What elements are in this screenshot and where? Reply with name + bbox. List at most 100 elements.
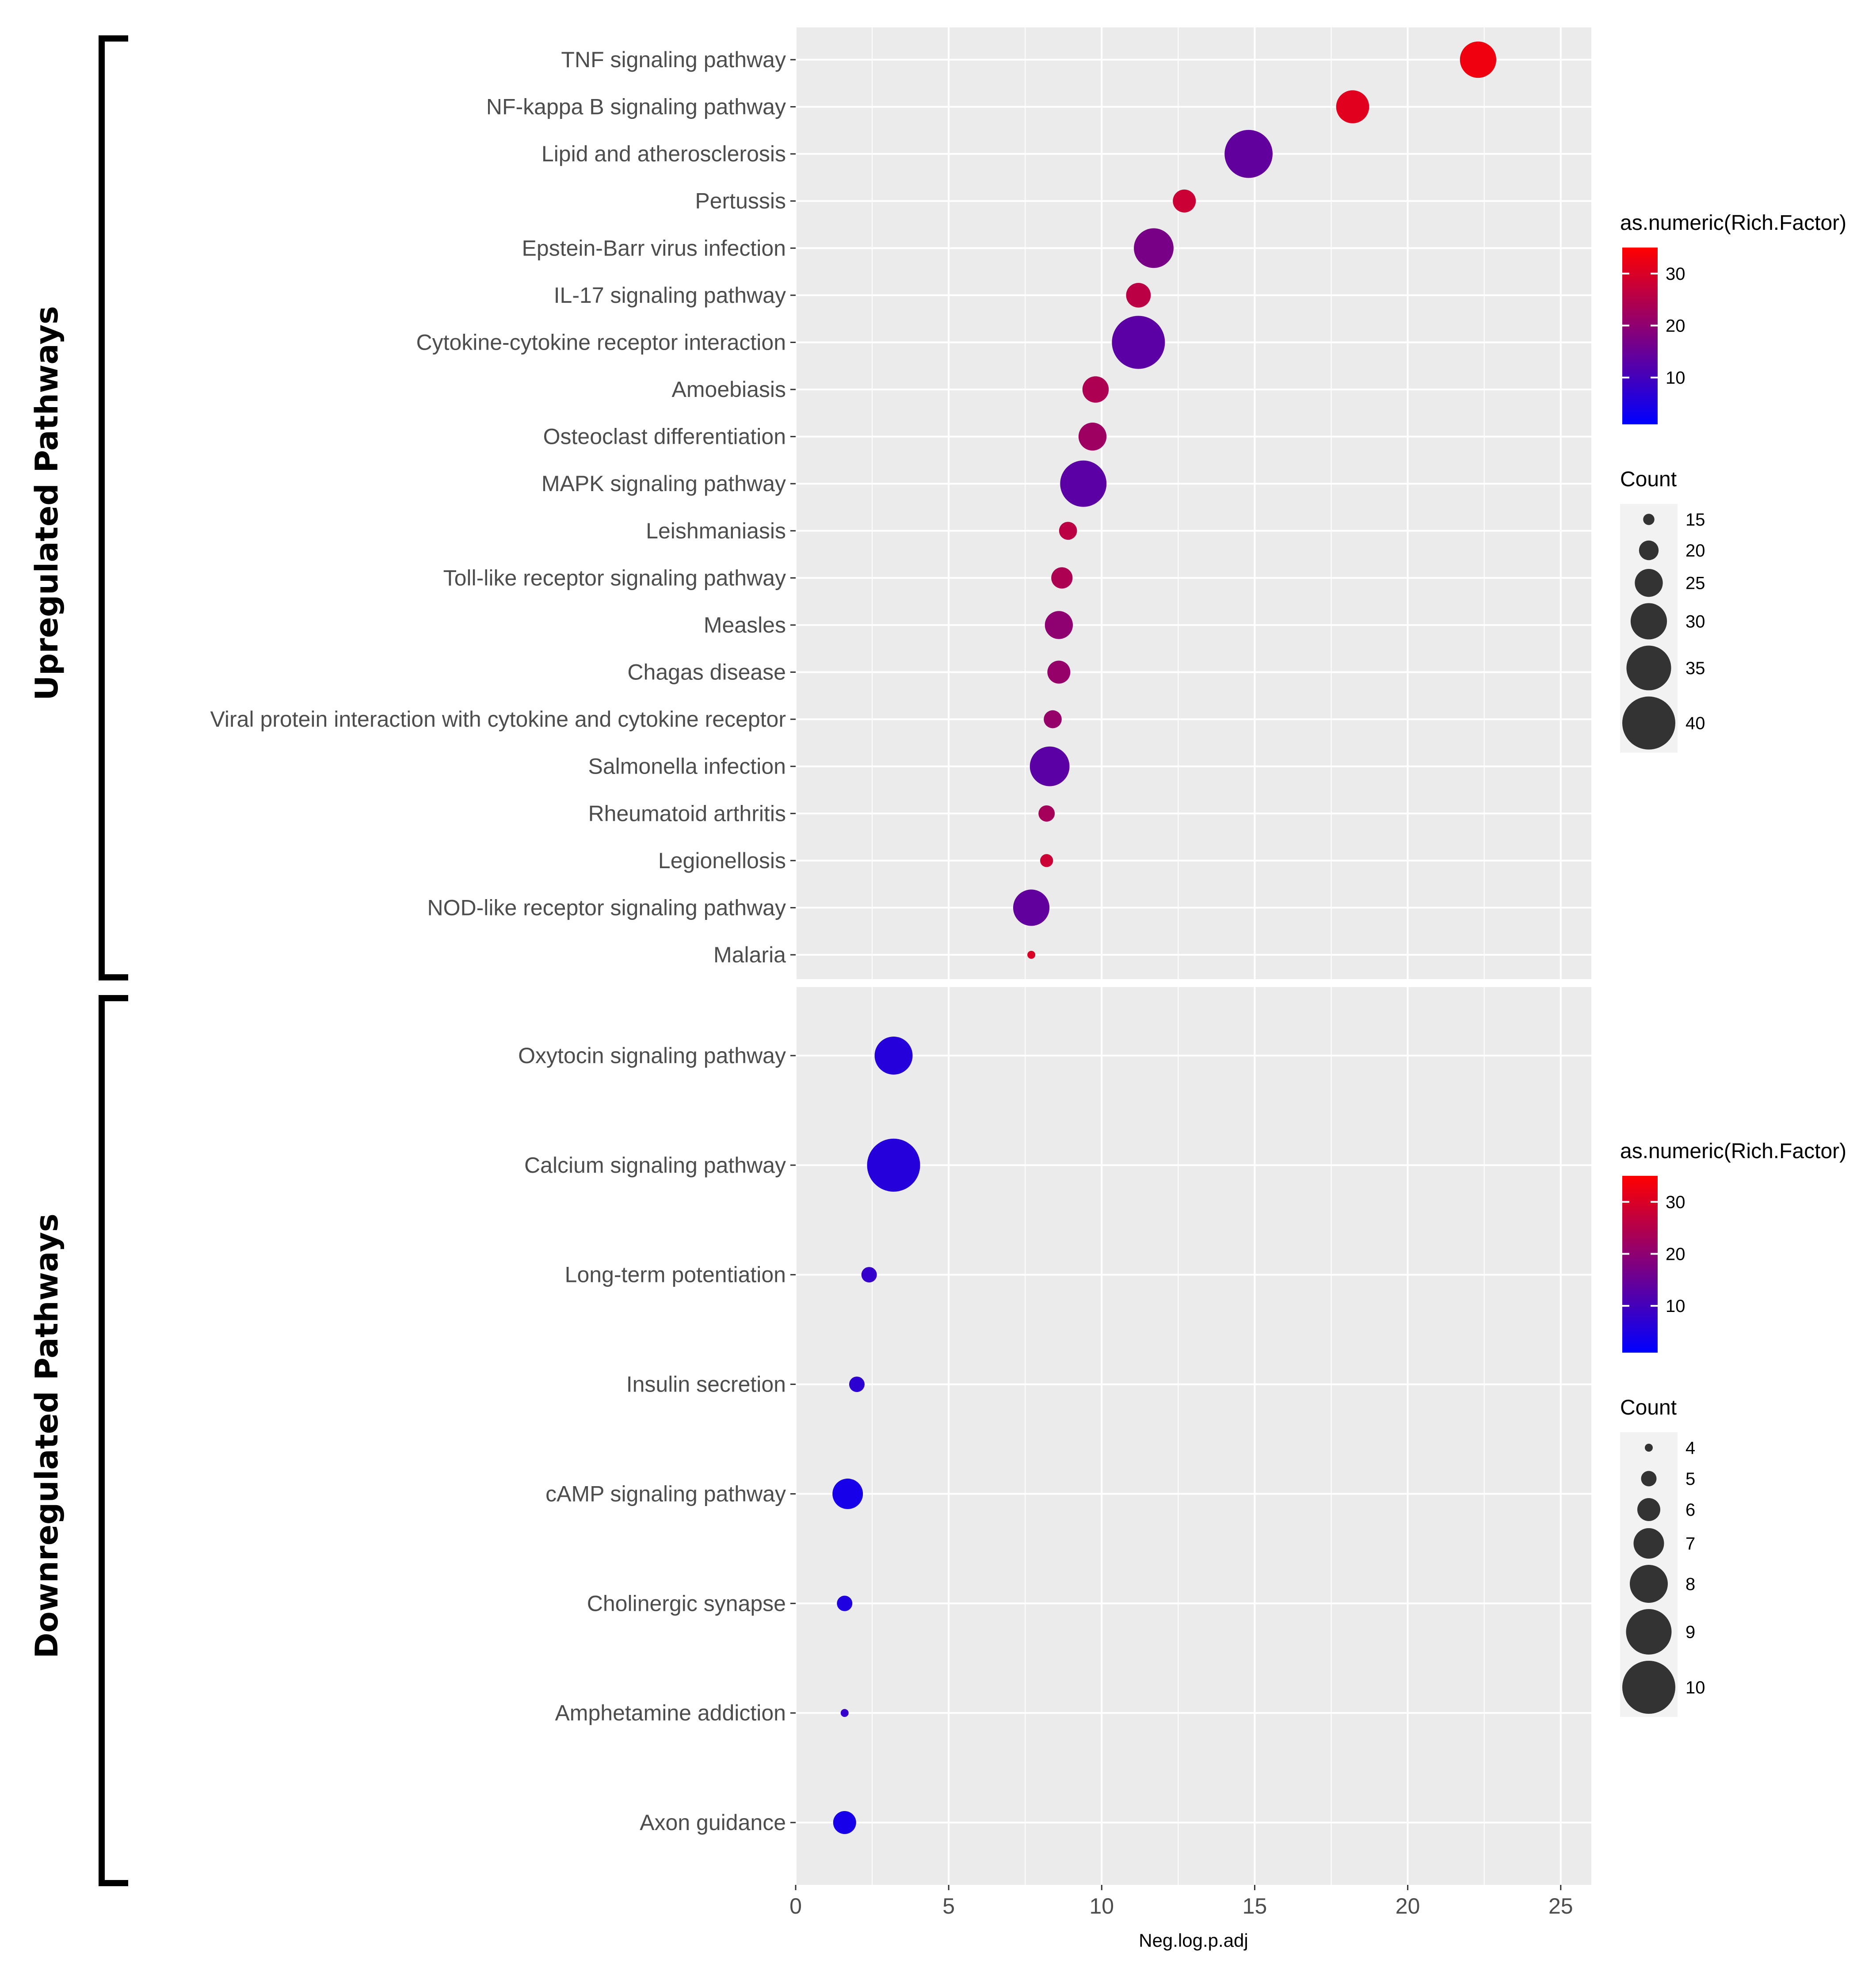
- color-legend-tick-label: 20: [1666, 316, 1685, 336]
- y-tick-label: Salmonella infection: [588, 754, 786, 779]
- y-tick-label: Osteoclast differentiation: [543, 424, 786, 449]
- data-point: [1030, 746, 1070, 786]
- color-legend-bar: [1622, 1176, 1658, 1353]
- panel-0: TNF signaling pathway NF-kappa B signalin…: [29, 27, 1846, 980]
- group-label: Downregulated Pathways: [29, 1213, 65, 1658]
- color-legend-tick-label: 30: [1666, 1193, 1685, 1212]
- data-point: [874, 1037, 913, 1075]
- size-legend-dot: [1645, 1444, 1653, 1452]
- y-tick-label: IL-17 signaling pathway: [554, 283, 786, 308]
- y-tick-label: Cytokine-cytokine receptor interaction: [416, 330, 786, 355]
- x-tick-label: 25: [1548, 1894, 1573, 1918]
- size-legend-dot: [1633, 1528, 1664, 1559]
- y-tick-label: Malaria: [713, 942, 786, 967]
- data-point: [1045, 611, 1073, 639]
- size-legend-dot: [1641, 1471, 1657, 1487]
- size-legend-dot: [1639, 540, 1659, 561]
- x-tick-label: 0: [789, 1894, 802, 1918]
- y-tick-label: TNF signaling pathway: [561, 47, 786, 72]
- data-point: [1027, 951, 1036, 959]
- data-point: [1336, 90, 1369, 123]
- data-point: [1460, 41, 1496, 78]
- y-tick-label: Viral protein interaction with cytokine …: [210, 707, 786, 732]
- group-bracket: [99, 995, 128, 1886]
- size-legend-title: Count: [1620, 1396, 1677, 1419]
- y-tick-label: Legionellosis: [658, 848, 786, 873]
- size-legend-label: 30: [1685, 612, 1705, 631]
- size-legend-label: 10: [1685, 1678, 1705, 1697]
- y-tick-label: Leishmaniasis: [646, 519, 786, 543]
- y-tick-label: cAMP signaling pathway: [545, 1481, 786, 1506]
- size-legend-label: 7: [1685, 1534, 1695, 1554]
- x-tick-label: 10: [1089, 1894, 1114, 1918]
- panel-background: [796, 987, 1591, 1885]
- y-tick-label: Oxytocin signaling pathway: [518, 1043, 786, 1068]
- y-tick-label: Toll-like receptor signaling pathway: [443, 565, 786, 590]
- y-tick-label: Rheumatoid arthritis: [588, 801, 786, 826]
- data-point: [1112, 316, 1165, 369]
- y-tick-label: Long-term potentiation: [565, 1262, 786, 1287]
- size-legend-title: Count: [1620, 468, 1677, 491]
- size-legend-dot: [1637, 1498, 1660, 1521]
- data-point: [840, 1709, 849, 1717]
- size-legend-label: 35: [1685, 659, 1705, 678]
- size-legend-dot: [1630, 1565, 1668, 1603]
- size-legend-dot: [1626, 645, 1671, 690]
- data-point: [1224, 130, 1273, 178]
- size-legend-dot: [1622, 696, 1675, 750]
- panel-1: Oxytocin signaling pathway Calcium signal…: [29, 987, 1846, 1886]
- color-legend-tick-label: 10: [1666, 1297, 1685, 1316]
- size-legend-label: 25: [1685, 574, 1705, 593]
- panel-background: [796, 27, 1591, 979]
- y-tick-label: Measles: [704, 613, 786, 637]
- color-legend-tick-label: 20: [1666, 1244, 1685, 1264]
- size-legend-label: 4: [1685, 1438, 1695, 1458]
- data-point: [1038, 805, 1055, 822]
- y-tick-label: Chagas disease: [627, 660, 786, 685]
- data-point: [832, 1478, 863, 1509]
- x-tick-label: 20: [1396, 1894, 1420, 1918]
- color-legend-title: as.numeric(Rich.Factor): [1620, 211, 1846, 235]
- y-tick-label: MAPK signaling pathway: [541, 471, 786, 496]
- y-tick-label: Amphetamine addiction: [555, 1701, 786, 1725]
- data-point: [1082, 376, 1109, 403]
- data-point: [1134, 228, 1174, 268]
- y-tick-label: NF-kappa B signaling pathway: [486, 95, 786, 119]
- group-label: Upregulated Pathways: [29, 306, 65, 701]
- size-legend-label: 5: [1685, 1469, 1695, 1489]
- y-tick-label: Calcium signaling pathway: [524, 1153, 786, 1178]
- data-point: [849, 1377, 865, 1392]
- data-point: [867, 1138, 920, 1192]
- data-point: [1060, 460, 1107, 507]
- size-legend-label: 40: [1685, 714, 1705, 733]
- size-legend-dot: [1630, 603, 1667, 640]
- size-legend-dot: [1643, 514, 1655, 525]
- size-legend-label: 9: [1685, 1623, 1695, 1642]
- data-point: [837, 1595, 853, 1611]
- data-point: [1040, 854, 1053, 867]
- group-bracket: [99, 35, 128, 980]
- size-legend-label: 20: [1685, 541, 1705, 561]
- y-tick-label: Amoebiasis: [672, 377, 786, 402]
- color-legend-tick-label: 10: [1666, 368, 1685, 388]
- color-legend-bar: [1622, 248, 1658, 424]
- data-point: [1173, 189, 1196, 213]
- data-point: [1047, 660, 1071, 684]
- y-tick-label: Epstein-Barr virus infection: [522, 236, 786, 260]
- color-legend-title: as.numeric(Rich.Factor): [1620, 1140, 1846, 1163]
- size-legend-dot: [1635, 569, 1663, 597]
- y-tick-label: Insulin secretion: [626, 1372, 786, 1397]
- y-tick-label: Cholinergic synapse: [587, 1591, 786, 1616]
- y-tick-label: Axon guidance: [640, 1810, 786, 1835]
- x-axis-title: Neg.log.p.adj: [1139, 1930, 1248, 1951]
- data-point: [1051, 567, 1073, 589]
- size-legend-dot: [1626, 1609, 1672, 1655]
- data-point: [1059, 522, 1077, 540]
- data-point: [1044, 710, 1062, 728]
- size-legend-label: 8: [1685, 1575, 1695, 1594]
- data-point: [1078, 422, 1107, 451]
- data-point: [1013, 889, 1050, 926]
- size-legend-label: 15: [1685, 510, 1705, 530]
- x-tick-label: 15: [1243, 1894, 1267, 1918]
